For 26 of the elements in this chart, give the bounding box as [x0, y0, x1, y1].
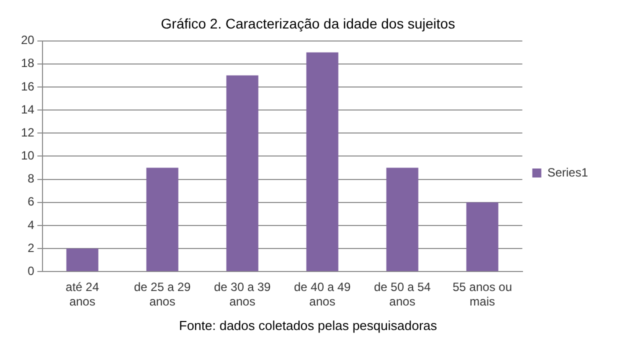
x-tick-label: de 30 a 39 anos	[214, 280, 272, 309]
bar	[146, 168, 178, 272]
y-tick-label: 20	[20, 33, 35, 48]
legend-label: Series1	[547, 165, 588, 180]
y-tick-label: 4	[28, 218, 35, 232]
bar	[466, 202, 498, 272]
x-tick-label: de 40 a 49 anos	[294, 280, 352, 309]
y-tick-label: 2	[28, 240, 35, 255]
y-tick-label: 0	[28, 264, 35, 278]
y-tick-label: 18	[20, 56, 35, 70]
x-tick-label: 55 anos ou mais	[452, 280, 512, 309]
x-tick-label: de 25 a 29 anos	[134, 280, 192, 309]
y-tick-label: 12	[20, 125, 35, 140]
y-tick-label: 16	[20, 79, 35, 94]
x-tick-label: até 24 anos	[66, 280, 100, 309]
bar	[386, 168, 418, 272]
chart-title: Gráfico 2. Caracterização da idade dos sujeitos	[160, 15, 456, 32]
y-tick-label: 8	[28, 172, 35, 186]
source-note: Fonte: dados coletados pelas pesquisadoras	[178, 318, 438, 333]
x-tick-label: de 50 a 54 anos	[374, 280, 432, 309]
y-tick-label: 10	[20, 148, 35, 163]
bar	[306, 52, 338, 272]
bar	[66, 248, 98, 272]
bar	[226, 75, 258, 272]
y-tick-label: 6	[28, 194, 35, 209]
y-tick-label: 14	[20, 102, 35, 116]
